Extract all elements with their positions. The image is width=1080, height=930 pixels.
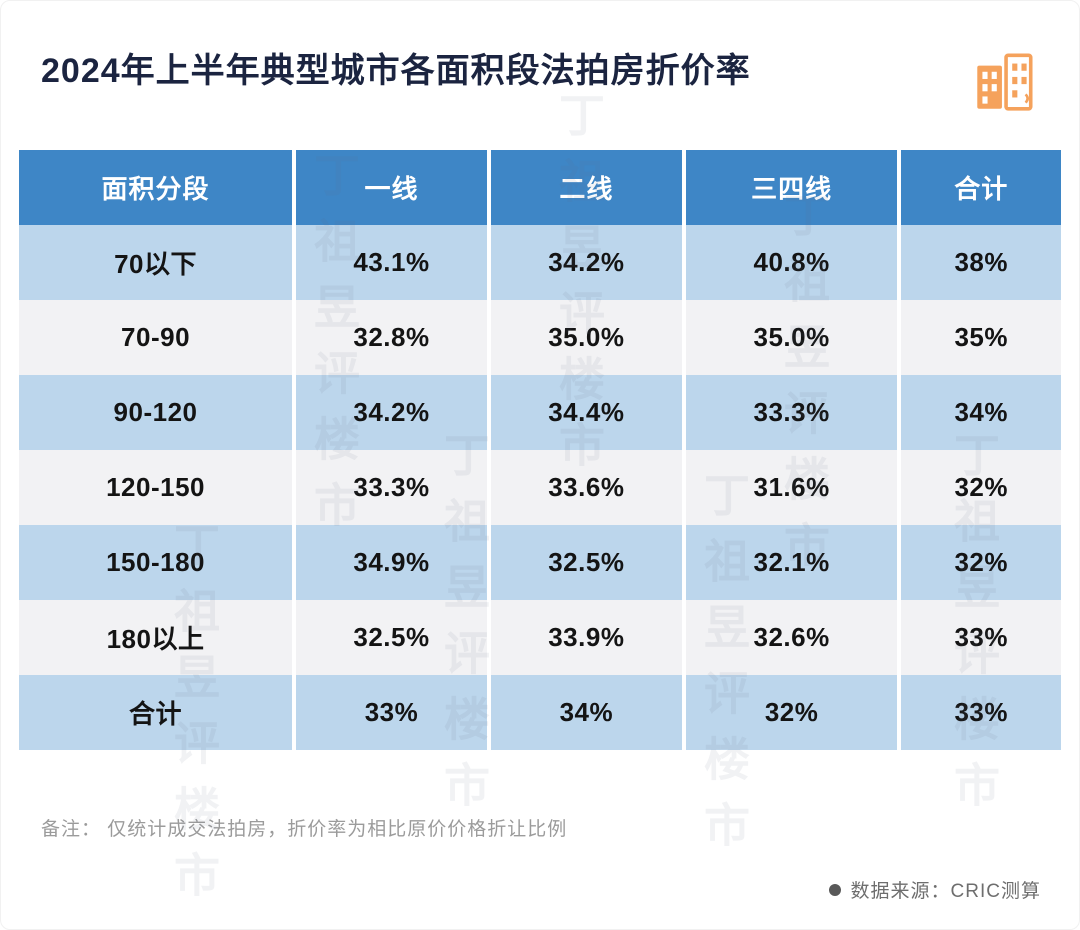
page-title: 2024年上半年典型城市各面积段法拍房折价率 — [41, 52, 751, 90]
table-row: 120-150 33.3% 33.6% 31.6% 32% — [19, 450, 1061, 525]
table-row: 70-90 32.8% 35.0% 35.0% 35% — [19, 300, 1061, 375]
row-label: 90-120 — [19, 375, 297, 450]
data-cell: 43.1% — [294, 225, 491, 300]
data-cell: 32.1% — [683, 525, 902, 600]
data-source-label: 数据来源：CRIC测算 — [850, 881, 1041, 902]
data-cell: 35% — [899, 300, 1061, 375]
data-cell: 33.3% — [294, 450, 491, 525]
row-label: 70以下 — [19, 225, 297, 300]
data-cell: 33.6% — [488, 450, 686, 525]
data-cell: 32.6% — [683, 600, 902, 675]
header-cell-tier2: 二线 — [488, 150, 686, 225]
data-cell: 35.0% — [488, 300, 686, 375]
header-cell-total: 合计 — [899, 150, 1061, 225]
table-row: 90-120 34.2% 34.4% 33.3% 34% — [19, 375, 1061, 450]
row-label: 合计 — [19, 675, 297, 750]
row-label: 150-180 — [19, 525, 297, 600]
table-header-row: 面积分段 一线 二线 三四线 合计 — [19, 150, 1061, 225]
data-cell: 35.0% — [683, 300, 902, 375]
row-label: 120-150 — [19, 450, 297, 525]
data-cell: 32% — [899, 450, 1061, 525]
data-cell: 38% — [899, 225, 1061, 300]
header-cell-area: 面积分段 — [19, 150, 297, 225]
buildings-icon — [967, 43, 1041, 122]
header-cell-tier34: 三四线 — [683, 150, 902, 225]
discount-rate-table: 面积分段 一线 二线 三四线 合计 70以下 43.1% 34.2% 40.8%… — [19, 150, 1061, 750]
data-cell: 34% — [899, 375, 1061, 450]
data-cell: 40.8% — [683, 225, 902, 300]
data-cell: 32% — [899, 525, 1061, 600]
row-label: 70-90 — [19, 300, 297, 375]
data-cell: 32.5% — [488, 525, 686, 600]
data-cell: 34.9% — [294, 525, 491, 600]
table-row: 180以上 32.5% 33.9% 32.6% 33% — [19, 600, 1061, 675]
data-cell: 31.6% — [683, 450, 902, 525]
data-cell: 34.2% — [488, 225, 686, 300]
table-total-row: 合计 33% 34% 32% 33% — [19, 675, 1061, 750]
table-row: 150-180 34.9% 32.5% 32.1% 32% — [19, 525, 1061, 600]
data-cell: 33% — [899, 600, 1061, 675]
data-cell: 34% — [488, 675, 686, 750]
table-row: 70以下 43.1% 34.2% 40.8% 38% — [19, 225, 1061, 300]
header-cell-tier1: 一线 — [294, 150, 491, 225]
data-cell: 33% — [899, 675, 1061, 750]
data-cell: 33% — [294, 675, 491, 750]
data-source: 数据来源：CRIC测算 — [828, 876, 1041, 903]
header: 2024年上半年典型城市各面积段法拍房折价率 — [1, 1, 1079, 122]
data-cell: 32.5% — [294, 600, 491, 675]
row-label: 180以上 — [19, 600, 297, 675]
data-cell: 33.9% — [488, 600, 686, 675]
data-cell: 33.3% — [683, 375, 902, 450]
bullet-dot-icon — [828, 883, 841, 896]
data-cell: 32% — [683, 675, 902, 750]
data-cell: 32.8% — [294, 300, 491, 375]
data-cell: 34.2% — [294, 375, 491, 450]
footnote: 备注： 仅统计成交法拍房，折价率为相比原价价格折让比例 — [41, 819, 568, 840]
data-cell: 34.4% — [488, 375, 686, 450]
